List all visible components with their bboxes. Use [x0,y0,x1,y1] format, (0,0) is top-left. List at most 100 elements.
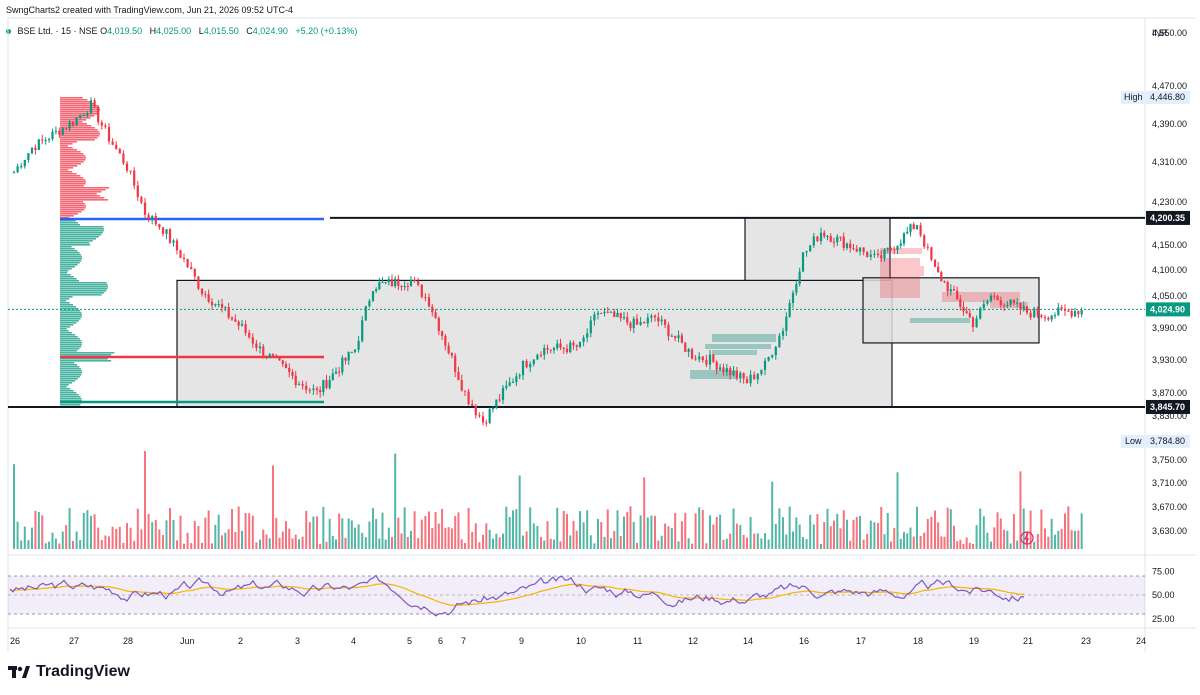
volume-bar [397,517,400,549]
lightning-icon[interactable] [1020,531,1034,545]
candle [619,312,622,319]
candle [151,215,154,221]
volume-bar [626,511,629,549]
volume-bar [616,510,619,549]
candle [488,408,491,423]
candle [115,144,118,150]
time-tick: 27 [69,636,79,646]
candle [883,249,886,259]
volume-bar [657,540,660,549]
volume-bar [354,527,356,549]
volume-profile-bar [60,121,83,123]
volume-bar [975,525,978,549]
candle [632,318,635,329]
volume-bar [122,542,125,549]
volume-bar [719,514,722,549]
candle [855,248,858,252]
volume-bar [698,507,701,549]
price-tick: 4,310.00 [1152,157,1187,167]
volume-profile-bar [60,268,72,270]
price-tick: 3,930.00 [1152,355,1187,365]
candle [899,243,902,246]
volume-bar [826,508,829,549]
volume-bar [802,537,804,549]
volume-profile-bar [60,163,81,165]
candle [949,289,952,292]
volume-bar [381,512,384,549]
volume-bar [946,507,949,549]
volume-bar [855,516,858,549]
volume-bar [58,543,61,549]
candle [753,374,756,380]
candle [760,369,763,374]
volume-bar [715,516,718,549]
volume-profile-bar [60,252,80,254]
candle [1029,312,1032,318]
symbol-name[interactable]: BSE Ltd. · 15 · NSE [17,26,98,36]
candle [767,357,770,361]
candle [880,255,883,259]
volume-profile-bar [60,246,72,248]
candle [629,322,632,329]
volume-bar [176,540,178,549]
volume-profile-bar [60,360,112,362]
time-tick: Jun [180,636,195,646]
volume-bar [312,516,315,549]
volume-bar [886,512,889,549]
volume-profile-bar [60,109,100,111]
volume-profile-bar [60,187,110,189]
candle [829,235,832,242]
volume-profile-bar [60,320,79,322]
volume-bar [347,518,350,549]
rsi-tick: 25.00 [1152,614,1175,624]
volume-bar [767,539,770,549]
volume-bar [400,533,403,549]
candle [444,335,447,346]
low-tag [1121,435,1145,448]
supply-zone [880,276,920,298]
volume-bar [1057,530,1060,549]
volume-bar [406,536,409,549]
volume-bar [413,511,416,549]
volume-bar [492,538,494,549]
candle [353,349,357,352]
volume-profile-bar [60,105,98,107]
volume-profile-bar [60,127,95,129]
candle [852,248,855,250]
time-tick: 12 [688,636,698,646]
volume-bar [849,540,852,549]
candle [873,253,876,255]
volume-bar [262,529,265,549]
candle [609,311,613,313]
candle [677,335,680,339]
volume-bar [217,514,220,549]
volume-profile-bar [60,288,108,290]
candle [572,342,575,346]
volume-profile-bar [60,115,95,117]
candle [842,236,845,248]
candle [467,391,470,404]
candle [694,358,697,360]
volume-bar [285,521,287,549]
candle [971,317,975,328]
candle [1053,315,1057,317]
volume-profile-bar [60,171,73,173]
candle [420,284,423,297]
volume-bar [368,521,371,549]
candle [165,229,168,234]
volume-bar [16,521,19,549]
volume-bar [979,508,982,549]
price-tick: 4,470.00 [1152,81,1187,91]
volume-profile-bar [60,195,100,197]
volume-profile-bar [60,135,100,137]
volume-profile-bar [60,280,80,282]
volume-profile-bar [60,213,78,215]
support-badge-value: 3,845.70 [1150,402,1185,412]
candle [569,342,572,353]
open-value: 4,019.50 [107,26,143,36]
volume-bar [798,524,801,549]
candle [869,254,872,257]
volume-bar [962,543,965,549]
candle [771,355,774,358]
